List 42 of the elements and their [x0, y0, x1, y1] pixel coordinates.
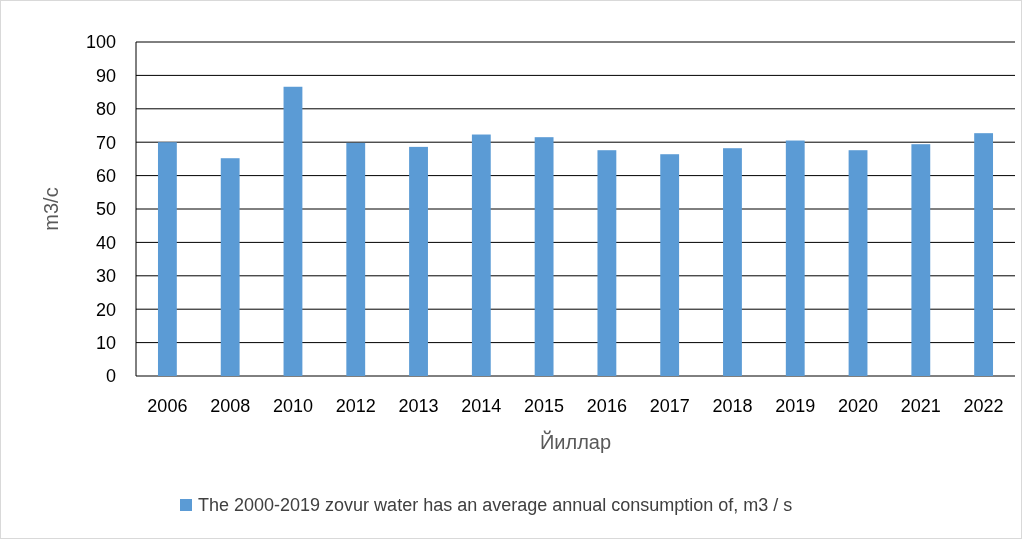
bar — [723, 148, 742, 376]
y-tick-label: 40 — [95, 232, 116, 253]
x-tick-label: 2019 — [775, 396, 816, 416]
bar — [660, 154, 680, 376]
bar — [220, 158, 240, 376]
x-tick-label: 2021 — [900, 396, 941, 416]
legend-label: The 2000-2019 zovur water has an average annual consumption of, m3 / s — [198, 495, 793, 515]
x-tick-label: 2013 — [398, 396, 439, 416]
x-tick-label: 2015 — [524, 396, 565, 416]
bar — [471, 134, 491, 376]
x-tick-label: 2006 — [147, 396, 188, 416]
y-tick-label: 50 — [95, 199, 116, 220]
x-tick-label: 2022 — [963, 396, 1004, 416]
x-tick-label: 2010 — [272, 396, 313, 416]
bar — [534, 137, 554, 376]
y-tick-label: 10 — [95, 332, 116, 353]
y-tick-label: 90 — [95, 65, 116, 86]
bar — [911, 144, 931, 376]
bar — [785, 140, 805, 376]
x-tick-label: 2020 — [838, 396, 879, 416]
bar — [848, 150, 868, 376]
bar — [346, 142, 366, 376]
bar — [974, 133, 994, 376]
y-tick-label: 30 — [95, 266, 116, 287]
y-tick-label: 60 — [95, 165, 116, 186]
x-tick-label: 2016 — [586, 396, 627, 416]
bar — [283, 86, 303, 376]
x-tick-label: 2018 — [712, 396, 753, 416]
bar — [157, 142, 177, 376]
x-tick-label: 2014 — [461, 396, 502, 416]
x-tick-label: 2008 — [210, 396, 251, 416]
bar — [409, 146, 428, 376]
x-tick-label: 2012 — [335, 396, 376, 416]
y-axis-title: m3/c — [40, 187, 62, 231]
y-tick-label: 80 — [95, 99, 116, 120]
bar — [597, 150, 617, 376]
y-tick-label: 100 — [85, 32, 116, 53]
x-tick-label: 2017 — [649, 396, 690, 416]
y-tick-label: 70 — [95, 132, 116, 153]
x-axis-title: Йиллар — [539, 430, 612, 453]
y-tick-label: 20 — [95, 299, 116, 320]
y-tick-label: 0 — [105, 366, 116, 387]
